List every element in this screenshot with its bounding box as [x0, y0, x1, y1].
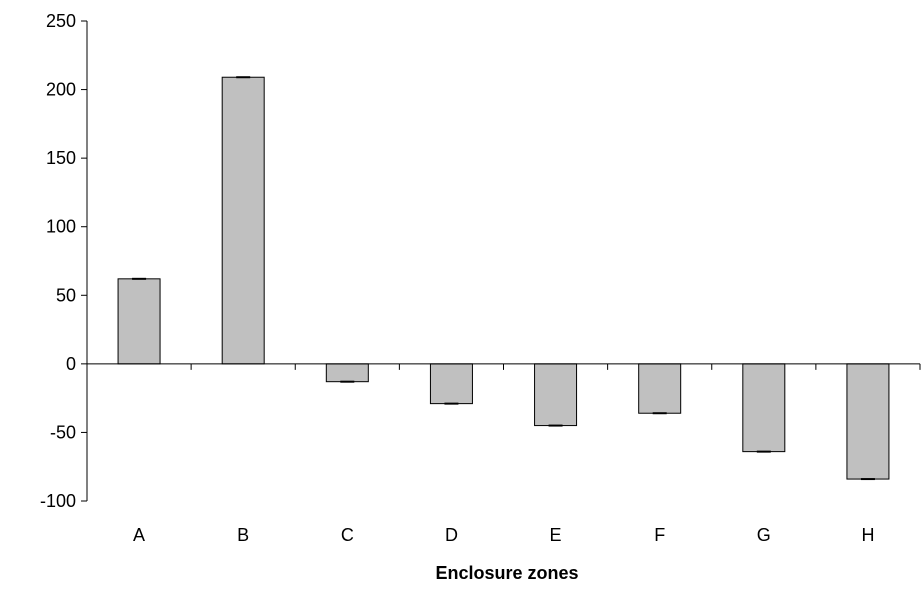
y-tick-label: -100 — [40, 491, 76, 511]
x-axis: A B C D E F G H — [87, 363, 921, 545]
y-tick-label: 50 — [56, 285, 76, 305]
x-tick-label: G — [757, 525, 771, 545]
bar-B — [221, 76, 265, 365]
y-tick-label: 0 — [66, 354, 76, 374]
bar-H — [846, 363, 890, 480]
bar-G — [742, 363, 786, 453]
x-tick-label: F — [654, 525, 665, 545]
y-tick-label: 250 — [46, 11, 76, 31]
x-tick-label: B — [237, 525, 249, 545]
y-tick-label: 200 — [46, 80, 76, 100]
y-tick-label: -50 — [50, 422, 76, 442]
y-tick-label: 150 — [46, 148, 76, 168]
bar-C — [325, 363, 369, 383]
y-axis: 250 200 150 100 50 0 -50 -100 — [40, 11, 88, 511]
x-axis-title: Enclosure zones — [435, 563, 578, 583]
x-tick-label: A — [133, 525, 145, 545]
x-tick-label: E — [550, 525, 562, 545]
bar-E — [534, 363, 578, 427]
x-tick-label: D — [445, 525, 458, 545]
bars — [117, 76, 890, 481]
x-tick-label: H — [861, 525, 874, 545]
x-tick-label: C — [341, 525, 354, 545]
bar-D — [429, 363, 473, 405]
bar-F — [638, 363, 682, 414]
y-tick-label: 100 — [46, 217, 76, 237]
bar-A — [117, 278, 161, 365]
